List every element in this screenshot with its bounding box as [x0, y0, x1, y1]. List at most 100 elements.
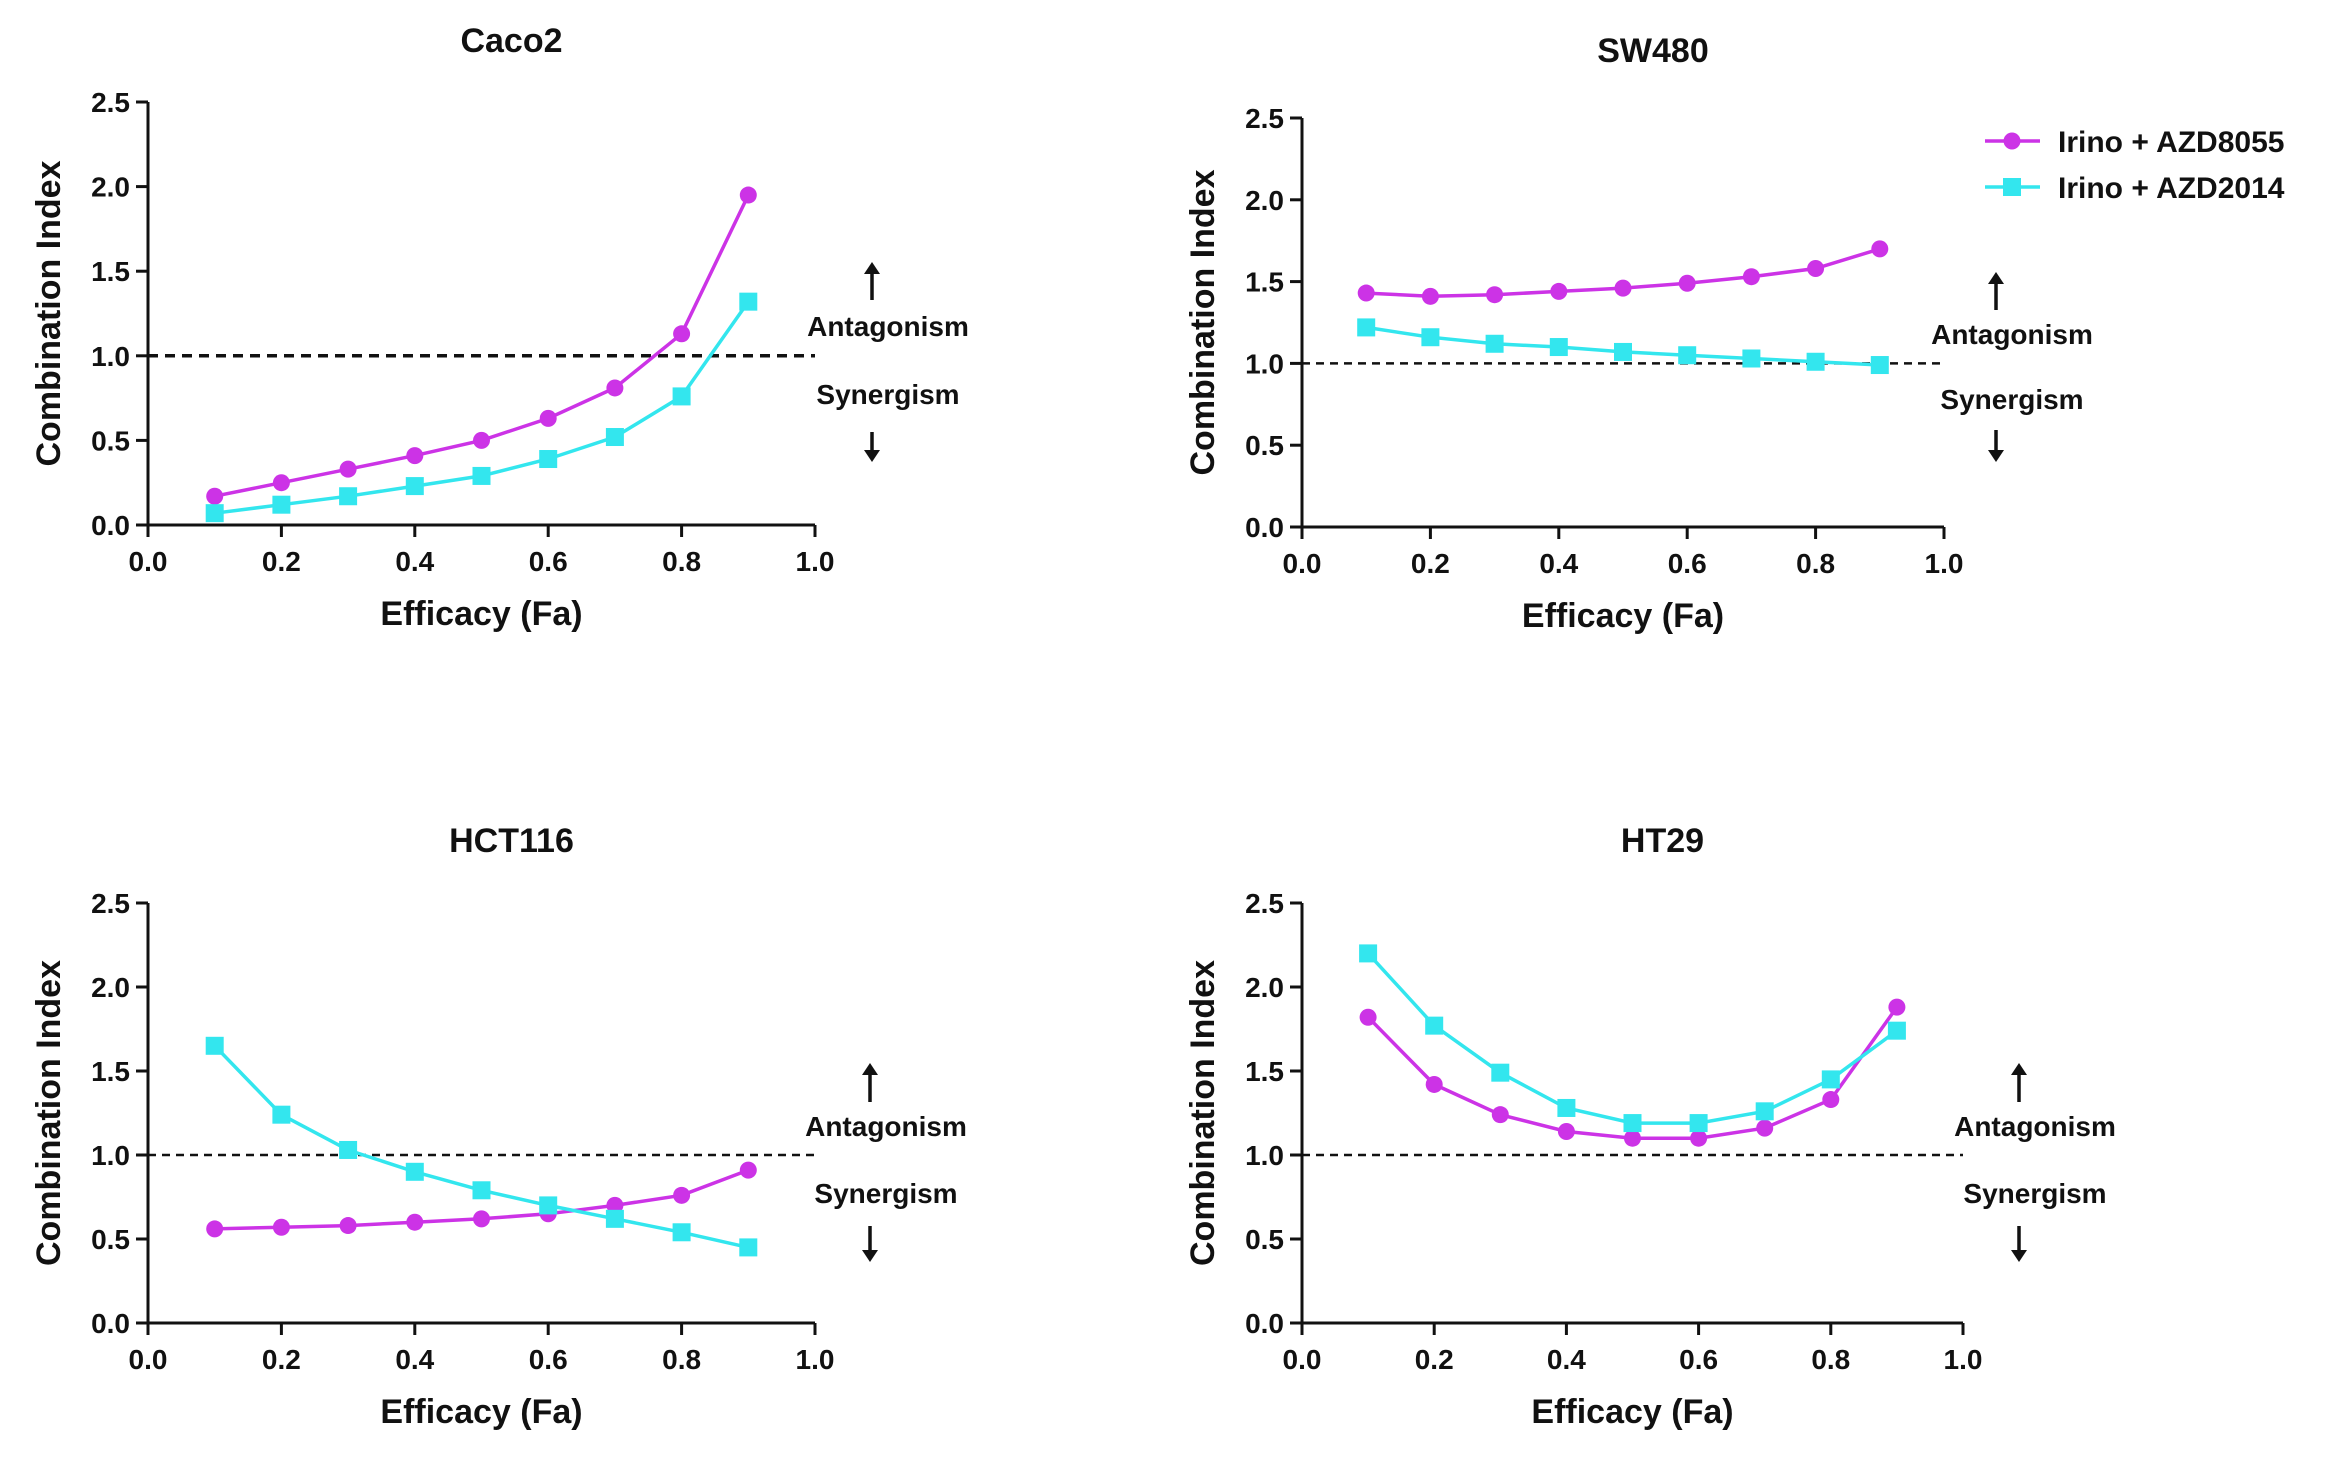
- data-point: [1806, 352, 1825, 371]
- y-tick-label: 2.0: [91, 172, 130, 203]
- x-tick-label: 0.8: [662, 546, 701, 577]
- y-tick-label: 2.5: [91, 87, 130, 118]
- arrow-down-icon: [864, 450, 880, 462]
- synergism-label: Synergism: [816, 379, 959, 410]
- data-point: [272, 1218, 290, 1236]
- y-tick-label: 1.5: [1245, 267, 1284, 298]
- arrow-up-icon: [2011, 1063, 2027, 1075]
- x-tick-label: 1.0: [796, 546, 835, 577]
- chart-panel-caco2: Caco2 0.0 0.5 1.0 1.5 2.0 2.5 0.0 0.2 0.4 0.6 0.8 1.…: [30, 22, 969, 633]
- x-tick-label: 0.2: [262, 1344, 301, 1375]
- x-tick-label: 0.6: [529, 546, 568, 577]
- data-point: [1357, 318, 1376, 337]
- y-tick-label: 2.5: [1245, 103, 1284, 134]
- x-tick-label: 0.2: [262, 546, 301, 577]
- data-point: [1485, 334, 1504, 353]
- x-tick-label: 0.0: [129, 546, 168, 577]
- y-tick-label: 1.0: [91, 1140, 130, 1171]
- data-point: [1549, 338, 1568, 357]
- x-tick-label: 0.8: [1796, 548, 1835, 579]
- chart-panel-sw480: SW480 0.0 0.5 1.0 1.5 2.0 2.5 0.0 0.2 0.4 0.6 0.8 1.…: [1184, 32, 2093, 635]
- x-axis-title: Efficacy (Fa): [380, 1393, 582, 1431]
- legend-label: Irino + AZD2014: [2058, 172, 2285, 205]
- x-tick-label: 0.0: [1283, 548, 1322, 579]
- legend-item: Irino + AZD2014: [1985, 172, 2285, 205]
- data-point: [605, 1209, 624, 1228]
- y-tick-label: 0.5: [91, 1224, 130, 1255]
- legend-marker: [2003, 178, 2021, 196]
- y-tick-label: 1.0: [1245, 1140, 1284, 1171]
- arrow-down-icon: [1988, 450, 2004, 462]
- data-point: [272, 495, 291, 514]
- chart-title: SW480: [1597, 32, 1709, 70]
- chart-title: HT29: [1621, 822, 1704, 860]
- data-point: [539, 1196, 558, 1215]
- data-point: [1557, 1098, 1576, 1117]
- antagonism-label: Antagonism: [1954, 1111, 2116, 1142]
- y-tick-label: 1.0: [91, 341, 130, 372]
- y-tick-label: 1.0: [1245, 348, 1284, 379]
- x-tick-label: 0.6: [1679, 1344, 1718, 1375]
- data-point: [739, 1161, 757, 1179]
- y-axis-title: Combination Index: [30, 960, 68, 1266]
- legend: Irino + AZD8055 Irino + AZD2014: [1985, 126, 2285, 205]
- data-point: [1678, 346, 1697, 365]
- x-tick-label: 0.0: [1283, 1344, 1322, 1375]
- arrow-down-icon: [862, 1250, 878, 1262]
- data-point: [206, 1220, 224, 1238]
- x-tick-label: 0.2: [1415, 1344, 1454, 1375]
- y-tick-label: 0.0: [91, 1308, 130, 1339]
- series-irino-azd8055: [1359, 998, 1906, 1147]
- data-point: [606, 1196, 624, 1214]
- x-tick-label: 0.0: [129, 1344, 168, 1375]
- series-line: [214, 194, 750, 498]
- data-point: [739, 186, 757, 204]
- data-point: [473, 1210, 490, 1228]
- data-point: [739, 292, 758, 311]
- y-axis-title: Combination Index: [30, 160, 68, 466]
- data-point: [1888, 998, 1906, 1016]
- synergism-label: Synergism: [1963, 1178, 2106, 1209]
- data-point: [205, 1036, 224, 1055]
- data-point: [672, 1223, 691, 1242]
- series-irino-azd8055: [1357, 240, 1889, 305]
- data-point: [406, 447, 424, 465]
- data-point: [473, 431, 490, 449]
- data-point: [1755, 1102, 1774, 1121]
- data-point: [1421, 287, 1439, 305]
- data-point: [272, 1105, 291, 1124]
- x-tick-label: 0.6: [529, 1344, 568, 1375]
- data-point: [1624, 1129, 1641, 1147]
- series-line: [1366, 952, 1898, 1125]
- y-tick-label: 2.0: [1245, 972, 1284, 1003]
- data-point: [1742, 349, 1761, 368]
- data-point: [1623, 1114, 1642, 1133]
- x-tick-label: 0.2: [1411, 548, 1450, 579]
- chart-title: Caco2: [460, 22, 562, 60]
- data-point: [1421, 328, 1440, 347]
- data-point: [1425, 1075, 1443, 1093]
- x-tick-label: 0.4: [1547, 1344, 1586, 1375]
- data-point: [606, 379, 624, 397]
- y-tick-label: 2.5: [1245, 888, 1284, 919]
- y-tick-label: 0.0: [1245, 1308, 1284, 1339]
- data-point: [739, 1238, 758, 1257]
- synergism-label: Synergism: [1940, 384, 2083, 415]
- arrow-down-icon: [2011, 1250, 2027, 1262]
- arrow-up-icon: [862, 1063, 878, 1075]
- x-tick-label: 0.4: [395, 546, 434, 577]
- y-tick-label: 0.5: [91, 425, 130, 456]
- data-point: [406, 1213, 424, 1231]
- data-point: [1491, 1106, 1509, 1124]
- data-point: [1614, 279, 1632, 297]
- data-point: [1425, 1016, 1444, 1035]
- data-point: [1887, 1021, 1906, 1040]
- y-tick-label: 2.5: [91, 888, 130, 919]
- arrow-up-icon: [1988, 272, 2004, 284]
- series-irino-azd2014: [1357, 318, 1889, 375]
- data-point: [339, 460, 357, 478]
- data-point: [1822, 1091, 1840, 1109]
- data-point: [1357, 284, 1375, 302]
